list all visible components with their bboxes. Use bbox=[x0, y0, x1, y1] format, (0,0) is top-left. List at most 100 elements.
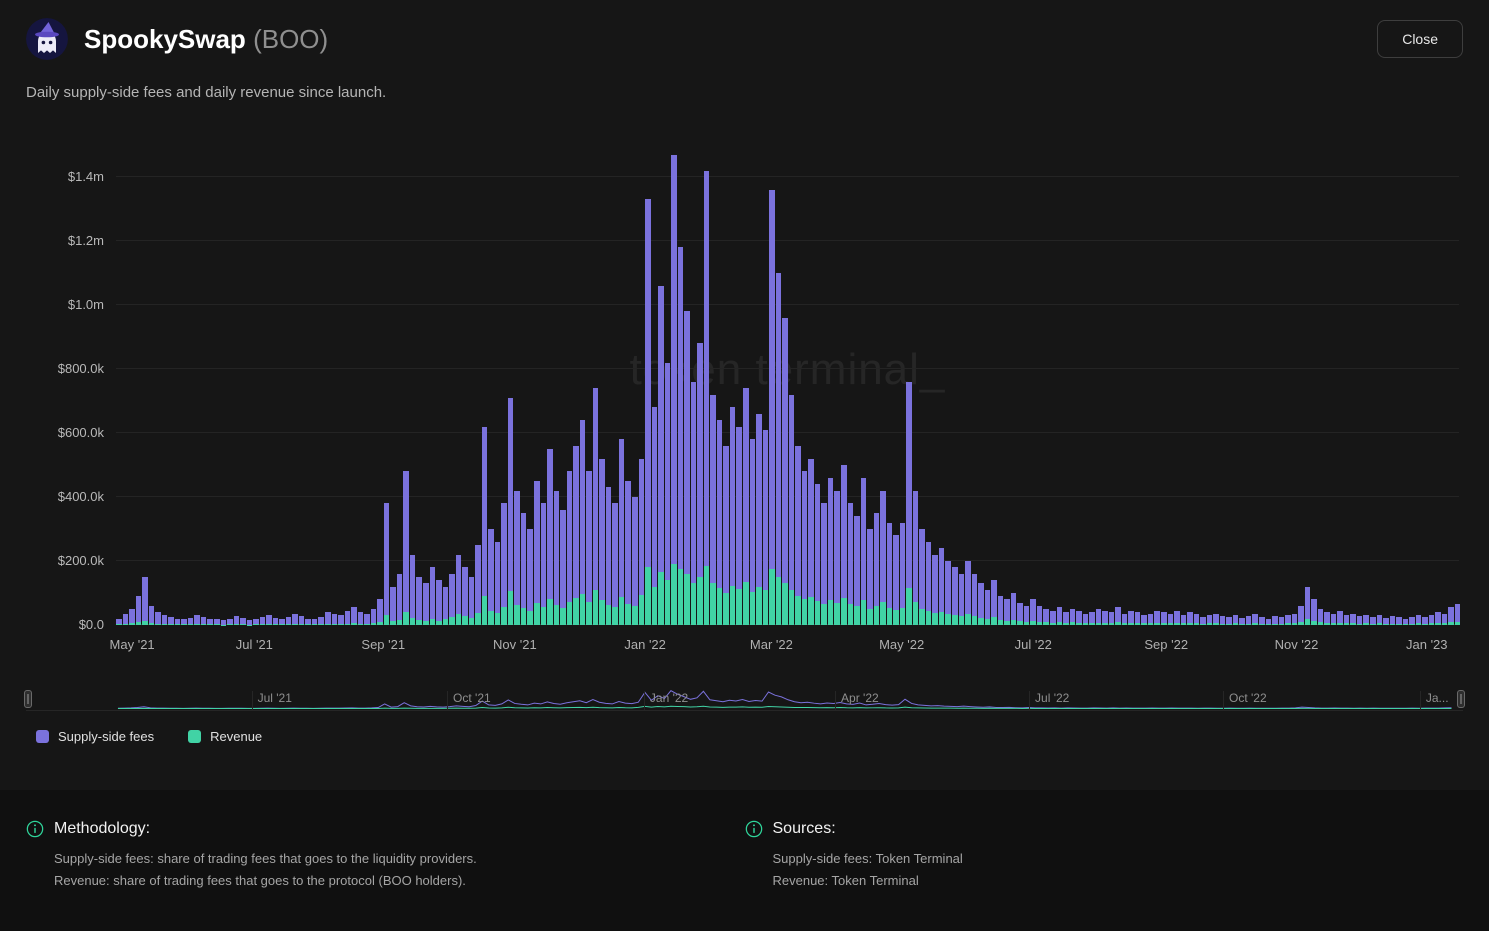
bar-slot[interactable] bbox=[403, 471, 409, 625]
bar-slot[interactable] bbox=[775, 273, 782, 625]
bar-slot[interactable] bbox=[1206, 615, 1213, 625]
bar-slot[interactable] bbox=[658, 285, 664, 625]
bar-slot[interactable] bbox=[997, 596, 1004, 625]
bar-slot[interactable] bbox=[409, 554, 416, 625]
bar-slot[interactable] bbox=[1272, 616, 1278, 625]
bar-slot[interactable] bbox=[821, 503, 827, 625]
bar-slot[interactable] bbox=[847, 503, 854, 625]
bar-slot[interactable] bbox=[174, 618, 181, 625]
bar-slot[interactable] bbox=[618, 439, 625, 625]
bar-slot[interactable] bbox=[1337, 610, 1343, 625]
bar-slot[interactable] bbox=[690, 381, 697, 625]
bar-slot[interactable] bbox=[292, 613, 298, 625]
bar-slot[interactable] bbox=[1115, 607, 1121, 625]
bar-slot[interactable] bbox=[1454, 604, 1461, 625]
bar-slot[interactable] bbox=[978, 583, 984, 625]
bar-slot[interactable] bbox=[1298, 605, 1304, 625]
bar-slot[interactable] bbox=[677, 247, 684, 625]
bar-slot[interactable] bbox=[1402, 618, 1409, 625]
bar-slot[interactable] bbox=[664, 362, 671, 625]
bar-slot[interactable] bbox=[1043, 609, 1049, 625]
bar-slot[interactable] bbox=[932, 554, 938, 625]
bar-slot[interactable] bbox=[1128, 610, 1134, 625]
bar-slot[interactable] bbox=[514, 490, 520, 625]
bar-slot[interactable] bbox=[808, 458, 814, 625]
bar-slot[interactable] bbox=[1285, 615, 1291, 625]
bar-slot[interactable] bbox=[344, 610, 351, 625]
bar-slot[interactable] bbox=[383, 503, 390, 625]
bar-slot[interactable] bbox=[1141, 615, 1147, 625]
bar-slot[interactable] bbox=[442, 586, 449, 625]
bar-slot[interactable] bbox=[181, 619, 187, 625]
bar-slot[interactable] bbox=[631, 497, 638, 625]
bar-slot[interactable] bbox=[1245, 616, 1252, 625]
bar-slot[interactable] bbox=[743, 388, 749, 625]
bar-slot[interactable] bbox=[1004, 599, 1010, 625]
bar-slot[interactable] bbox=[116, 618, 122, 625]
bar-slot[interactable] bbox=[756, 413, 762, 625]
bar-slot[interactable] bbox=[919, 529, 925, 625]
bar-slot[interactable] bbox=[1356, 616, 1363, 625]
bar-slot[interactable] bbox=[311, 619, 318, 625]
bar-slot[interactable] bbox=[357, 612, 364, 625]
bar-slot[interactable] bbox=[1187, 612, 1193, 625]
bar-slot[interactable] bbox=[1174, 610, 1180, 625]
bar-slot[interactable] bbox=[867, 529, 873, 625]
bar-slot[interactable] bbox=[827, 477, 834, 625]
bar-slot[interactable] bbox=[579, 420, 586, 625]
bar-slot[interactable] bbox=[729, 407, 736, 625]
bar-slot[interactable] bbox=[716, 420, 723, 625]
bar-slot[interactable] bbox=[1095, 609, 1102, 625]
bar-slot[interactable] bbox=[1069, 609, 1076, 625]
bar-slot[interactable] bbox=[671, 154, 677, 625]
bar-slot[interactable] bbox=[1441, 613, 1448, 625]
bar-slot[interactable] bbox=[1023, 605, 1030, 625]
bar-slot[interactable] bbox=[1317, 609, 1324, 625]
bar-slot[interactable] bbox=[1350, 613, 1356, 625]
bar-slot[interactable] bbox=[1311, 599, 1317, 625]
bar-slot[interactable] bbox=[886, 522, 893, 625]
bar-slot[interactable] bbox=[1082, 613, 1089, 625]
bar-slot[interactable] bbox=[279, 619, 285, 625]
bar-slot[interactable] bbox=[246, 620, 253, 625]
bar-slot[interactable] bbox=[840, 465, 847, 625]
bar-slot[interactable] bbox=[285, 617, 292, 625]
bar-slot[interactable] bbox=[129, 609, 135, 625]
bar-slot[interactable] bbox=[1108, 612, 1115, 625]
bar-slot[interactable] bbox=[605, 487, 612, 625]
bar-slot[interactable] bbox=[1121, 613, 1128, 625]
bar-slot[interactable] bbox=[416, 577, 422, 625]
plot[interactable]: token terminal_ $1.4m$1.2m$1.0m$800.0k$6… bbox=[58, 135, 1461, 632]
bar-slot[interactable] bbox=[494, 541, 501, 625]
bar-slot[interactable] bbox=[547, 449, 553, 625]
bar-slot[interactable] bbox=[906, 381, 912, 625]
bar-slot[interactable] bbox=[1448, 607, 1454, 625]
bar-slot[interactable] bbox=[462, 567, 468, 625]
bar-slot[interactable] bbox=[769, 189, 775, 625]
bar-slot[interactable] bbox=[599, 458, 605, 625]
bar-slot[interactable] bbox=[965, 561, 971, 625]
bar-slot[interactable] bbox=[318, 617, 324, 625]
bar-slot[interactable] bbox=[1017, 602, 1023, 625]
bar-slot[interactable] bbox=[338, 615, 344, 625]
bar-slot[interactable] bbox=[266, 615, 272, 625]
bar-slot[interactable] bbox=[586, 471, 592, 625]
bar-slot[interactable] bbox=[1291, 613, 1298, 625]
bar-slot[interactable] bbox=[749, 439, 756, 625]
bar-slot[interactable] bbox=[723, 445, 729, 625]
bar-slot[interactable] bbox=[364, 613, 370, 625]
bar-slot[interactable] bbox=[1030, 599, 1036, 625]
bar-slot[interactable] bbox=[501, 503, 507, 625]
bar-slot[interactable] bbox=[1056, 607, 1063, 625]
bar-slot[interactable] bbox=[1396, 617, 1402, 625]
bar-slot[interactable] bbox=[710, 394, 716, 625]
bar-slot[interactable] bbox=[854, 516, 860, 625]
bar-slot[interactable] bbox=[958, 573, 965, 625]
bar-slot[interactable] bbox=[651, 407, 658, 625]
bar-slot[interactable] bbox=[187, 617, 194, 625]
bar-slot[interactable] bbox=[351, 607, 357, 625]
bar-slot[interactable] bbox=[788, 394, 795, 625]
bar-slot[interactable] bbox=[527, 529, 533, 625]
bar-slot[interactable] bbox=[507, 397, 514, 625]
bar-slot[interactable] bbox=[161, 615, 168, 625]
